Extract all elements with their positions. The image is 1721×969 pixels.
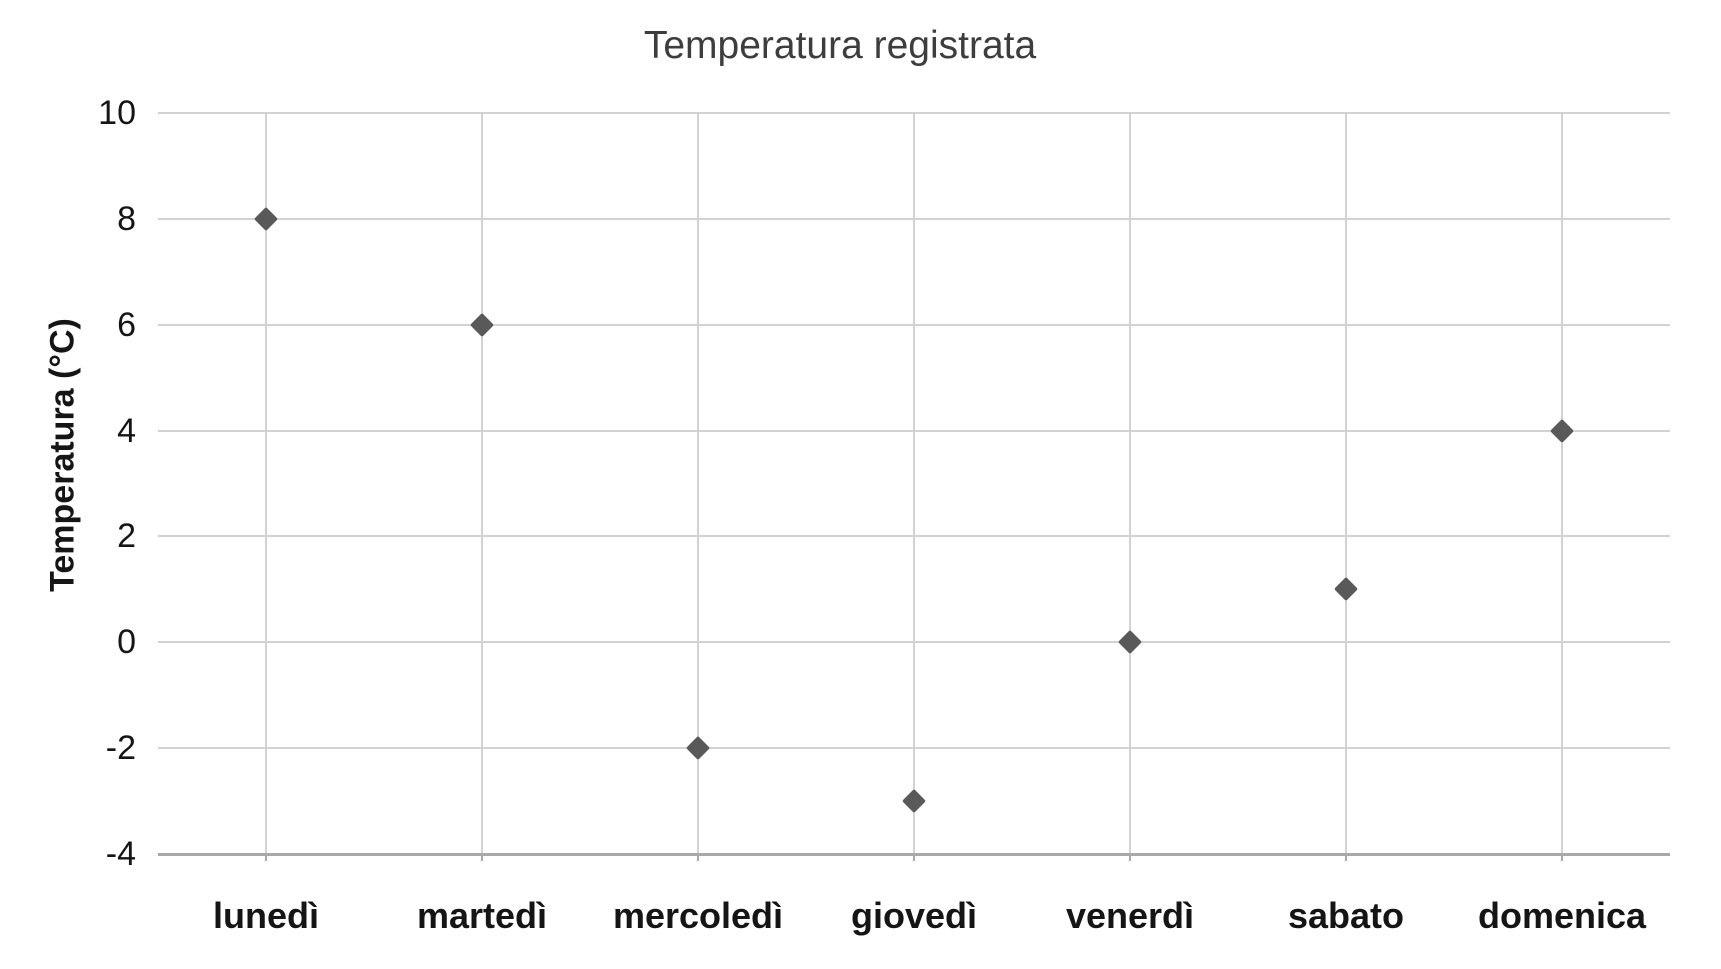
x-axis-tick xyxy=(913,854,915,861)
v-gridline xyxy=(697,113,699,854)
x-category-label: sabato xyxy=(1287,895,1405,936)
x-axis-tick xyxy=(1129,854,1131,861)
y-tick-label: 8 xyxy=(117,199,136,238)
h-gridline xyxy=(158,217,1670,220)
data-point xyxy=(1117,630,1143,655)
x-axis-tick xyxy=(697,854,699,861)
v-gridline xyxy=(1345,113,1347,854)
y-tick-label: 6 xyxy=(117,305,136,344)
x-category-label: lunedì xyxy=(213,895,319,936)
x-axis-tick xyxy=(1345,854,1347,861)
x-category-label: martedì xyxy=(416,895,548,936)
data-point xyxy=(901,789,927,814)
v-gridline xyxy=(481,113,483,854)
x-category-label: domenica xyxy=(1477,895,1647,936)
data-point xyxy=(1549,418,1575,443)
y-tick-label: -2 xyxy=(105,729,136,768)
y-tick-label: 0 xyxy=(117,623,136,662)
h-gridline xyxy=(158,641,1670,644)
data-point xyxy=(685,736,711,761)
h-gridline xyxy=(158,535,1670,538)
data-point xyxy=(253,206,279,231)
x-category-label: mercoledì xyxy=(612,895,784,936)
x-axis-tick xyxy=(1561,854,1563,861)
v-gridline xyxy=(265,113,267,854)
v-gridline xyxy=(1129,113,1131,854)
y-tick-label: -4 xyxy=(105,835,136,873)
y-tick-label: 4 xyxy=(117,411,136,450)
x-axis-tick xyxy=(481,854,483,861)
x-axis-line xyxy=(158,853,1670,856)
data-point xyxy=(469,312,495,337)
x-axis-tick xyxy=(265,854,267,861)
h-gridline xyxy=(158,323,1670,326)
data-point xyxy=(1333,577,1359,602)
h-gridline xyxy=(158,747,1670,750)
y-tick-label: 10 xyxy=(98,94,136,132)
v-gridline xyxy=(1561,113,1563,854)
x-category-label: giovedì xyxy=(850,895,978,936)
h-gridline xyxy=(158,429,1670,432)
h-gridline xyxy=(158,112,1670,114)
y-tick-label: 2 xyxy=(117,517,136,556)
x-category-label: venerdì xyxy=(1065,895,1195,936)
v-gridline xyxy=(913,113,915,854)
chart-title: Temperatura registrata xyxy=(643,24,1037,67)
